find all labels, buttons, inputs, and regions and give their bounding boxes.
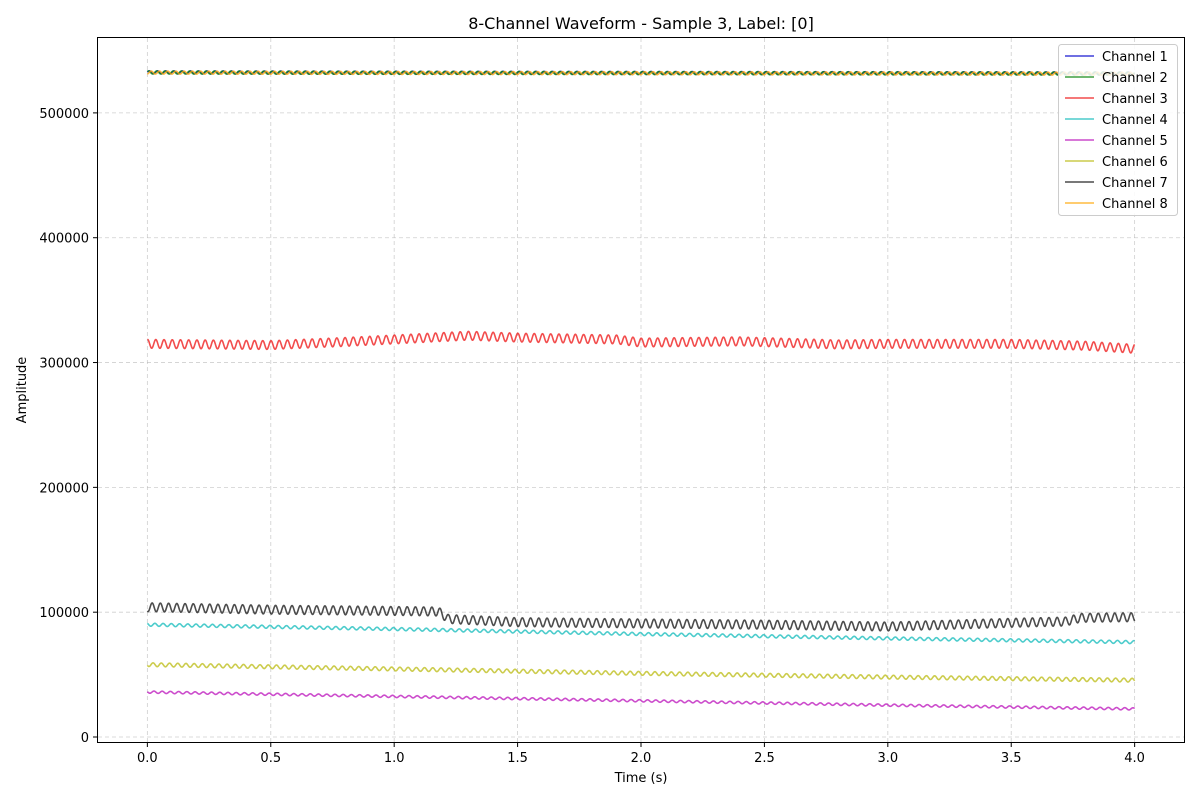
legend: Channel 1 Channel 2 Channel 3 Channel 4 Chan… (1058, 44, 1178, 216)
legend-label-channel-5: Channel 5 (1102, 134, 1168, 149)
x-tick-label: 3.5 (1001, 751, 1022, 766)
series-line-channel-4 (146, 622, 1136, 645)
y-axis-title: Amplitude (15, 357, 30, 424)
series-lines (146, 70, 1136, 711)
legend-label-channel-6: Channel 6 (1102, 155, 1168, 170)
x-axis: 0.0 0.5 1.0 1.5 2.0 2.5 3.0 3.5 4.0 (137, 742, 1145, 766)
legend-box (1058, 44, 1178, 216)
series-line-channel-8 (146, 70, 1136, 76)
series-line-channel-3 (146, 330, 1136, 354)
x-tick-label: 4.0 (1124, 751, 1145, 766)
y-tick-label: 300000 (39, 357, 89, 372)
series-line-channel-5 (146, 690, 1136, 711)
y-tick-label: 500000 (39, 107, 89, 122)
grid-lines (98, 38, 1184, 742)
x-tick-label: 1.0 (384, 751, 405, 766)
legend-label-channel-1: Channel 1 (1102, 50, 1168, 65)
legend-label-channel-3: Channel 3 (1102, 92, 1168, 107)
y-axis: 0 100000 200000 300000 400000 500000 (39, 107, 98, 746)
legend-label-channel-2: Channel 2 (1102, 71, 1168, 86)
series-line-channel-6 (146, 662, 1136, 683)
x-tick-label: 1.5 (507, 751, 528, 766)
x-tick-label: 0.0 (137, 751, 158, 766)
x-tick-label: 3.0 (877, 751, 898, 766)
series-line-channel-7 (146, 602, 1136, 632)
x-tick-label: 2.5 (754, 751, 775, 766)
chart-title: 8-Channel Waveform - Sample 3, Label: [0… (468, 14, 814, 33)
x-axis-title: Time (s) (614, 771, 668, 786)
y-tick-label: 400000 (39, 232, 89, 247)
legend-label-channel-7: Channel 7 (1102, 176, 1168, 191)
x-tick-label: 2.0 (631, 751, 652, 766)
legend-label-channel-4: Channel 4 (1102, 113, 1168, 128)
x-tick-label: 0.5 (260, 751, 281, 766)
series-line-channel-2 (146, 70, 1136, 76)
legend-label-channel-8: Channel 8 (1102, 197, 1168, 212)
y-tick-label: 0 (81, 731, 89, 746)
y-tick-label: 200000 (39, 481, 89, 496)
y-tick-label: 100000 (39, 606, 89, 621)
